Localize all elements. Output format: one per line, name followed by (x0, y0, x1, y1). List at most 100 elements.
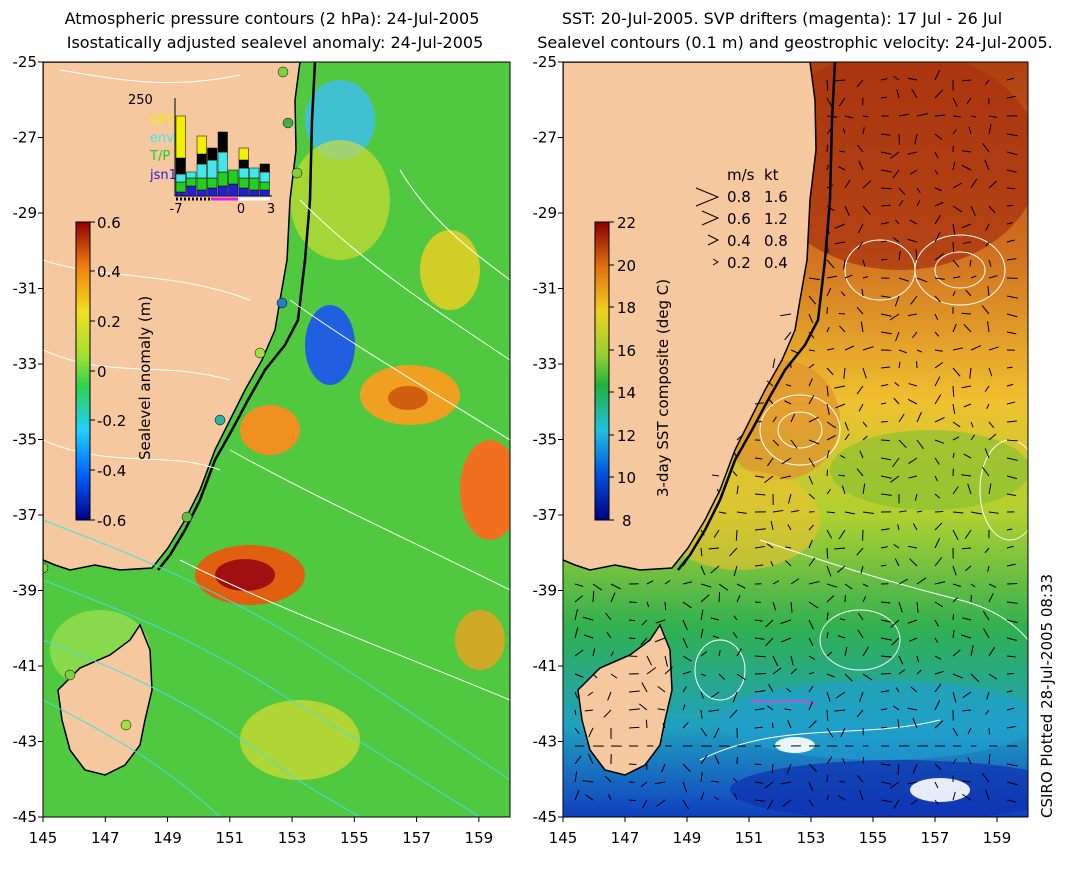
velocity-vector (860, 565, 864, 574)
svp-drifter-track (749, 699, 816, 704)
velocity-vector (856, 547, 864, 556)
velocity-vector (898, 200, 904, 207)
velocity-vector (808, 524, 814, 531)
velocity-vector (962, 709, 972, 712)
velocity-vector (880, 528, 890, 531)
velocity-vector (838, 312, 846, 315)
velocity-vector (880, 402, 887, 405)
velocity-vector (574, 583, 584, 587)
velocity-vector (808, 331, 815, 339)
velocity-vector (968, 126, 972, 135)
velocity-vector (898, 361, 901, 369)
velocity-vector (661, 763, 666, 773)
velocity-vector (952, 241, 955, 253)
velocity-vector (857, 612, 864, 621)
latitude-tick-label: -39 (533, 582, 558, 600)
velocity-vector (916, 669, 922, 675)
velocity-vector (970, 205, 976, 217)
velocity-vector (718, 583, 729, 591)
velocity-vector (700, 529, 705, 536)
velocity-vector (952, 161, 956, 171)
histogram-bar-segment (196, 189, 207, 197)
velocity-vector (952, 259, 960, 268)
velocity-vector (700, 547, 703, 557)
left-pressure-contour-cyan (43, 579, 481, 817)
velocity-vector (1006, 457, 1018, 461)
velocity-vector (808, 799, 814, 808)
velocity-vector (840, 455, 846, 459)
velocity-vector (857, 629, 864, 639)
velocity-vector (1006, 475, 1018, 480)
velocity-vector (840, 291, 846, 297)
velocity-vector (934, 349, 943, 352)
velocity-vector (897, 719, 900, 729)
velocity-vector (988, 180, 998, 189)
velocity-vector (862, 435, 868, 441)
velocity-vector (826, 348, 835, 351)
velocity-vector (880, 763, 891, 766)
velocity-vector (664, 580, 671, 585)
velocity-vector (952, 128, 957, 135)
velocity-vector (736, 583, 746, 589)
velocity-vector (574, 595, 584, 603)
velocity-vector (908, 383, 918, 387)
left-pressure-contour-cyan (43, 639, 361, 817)
histogram-bar-segment (217, 185, 228, 197)
velocity-vector (898, 578, 908, 585)
velocity-vector (844, 205, 850, 216)
velocity-vector (907, 781, 918, 785)
velocity-vector (1006, 528, 1013, 531)
velocity-vector (916, 187, 921, 194)
velocity-vector (909, 558, 918, 567)
velocity-vector (592, 673, 598, 679)
longitude-tick-label: 155 (340, 829, 369, 847)
histogram-bar-segment (259, 189, 270, 197)
velocity-vector (970, 115, 977, 118)
velocity-vector (892, 237, 900, 243)
velocity-vector (736, 648, 742, 657)
velocity-vector (970, 421, 974, 428)
velocity-vector (952, 205, 963, 213)
velocity-vector (682, 763, 691, 773)
histogram-bars (175, 115, 270, 197)
velocity-vector (910, 169, 918, 175)
velocity-vector (754, 545, 765, 549)
velocity-vector (826, 97, 833, 108)
velocity-vector (916, 411, 922, 423)
velocity-vector (961, 474, 972, 477)
velocity-vector (911, 88, 918, 99)
velocity-vector (844, 673, 853, 682)
histogram-bar-segment (238, 187, 249, 197)
velocity-vector (766, 457, 774, 467)
velocity-vector (772, 439, 780, 447)
left-pressure-contour (59, 69, 241, 84)
velocity-vector (834, 79, 846, 82)
velocity-vector (808, 416, 819, 423)
velocity-vector (880, 169, 892, 173)
velocity-vector (970, 673, 980, 682)
histogram-legend-envi: envi (150, 131, 178, 146)
velocity-vector (628, 763, 637, 766)
velocity-vector (1006, 239, 1015, 243)
velocity-vector (682, 721, 689, 729)
velocity-vector (934, 699, 941, 711)
velocity-vector (700, 727, 708, 737)
velocity-vector (826, 205, 835, 212)
histogram-count-label: 250 (128, 93, 153, 108)
velocity-vector (962, 79, 972, 82)
left-pressure-contour (179, 559, 510, 701)
velocity-vector (985, 789, 990, 801)
velocity-vector (826, 547, 829, 559)
velocity-vector (826, 435, 836, 441)
left-shelf-isobath (157, 62, 317, 571)
velocity-vector (716, 488, 720, 495)
velocity-vector (641, 619, 648, 626)
velocity-vector (836, 565, 846, 573)
velocity-vector (898, 349, 907, 354)
velocity-vector (961, 312, 972, 315)
velocity-vector (1006, 331, 1017, 335)
velocity-vector (1006, 563, 1016, 567)
velocity-vector (754, 619, 763, 622)
velocity-vector (961, 780, 972, 783)
velocity-vector (826, 421, 837, 429)
